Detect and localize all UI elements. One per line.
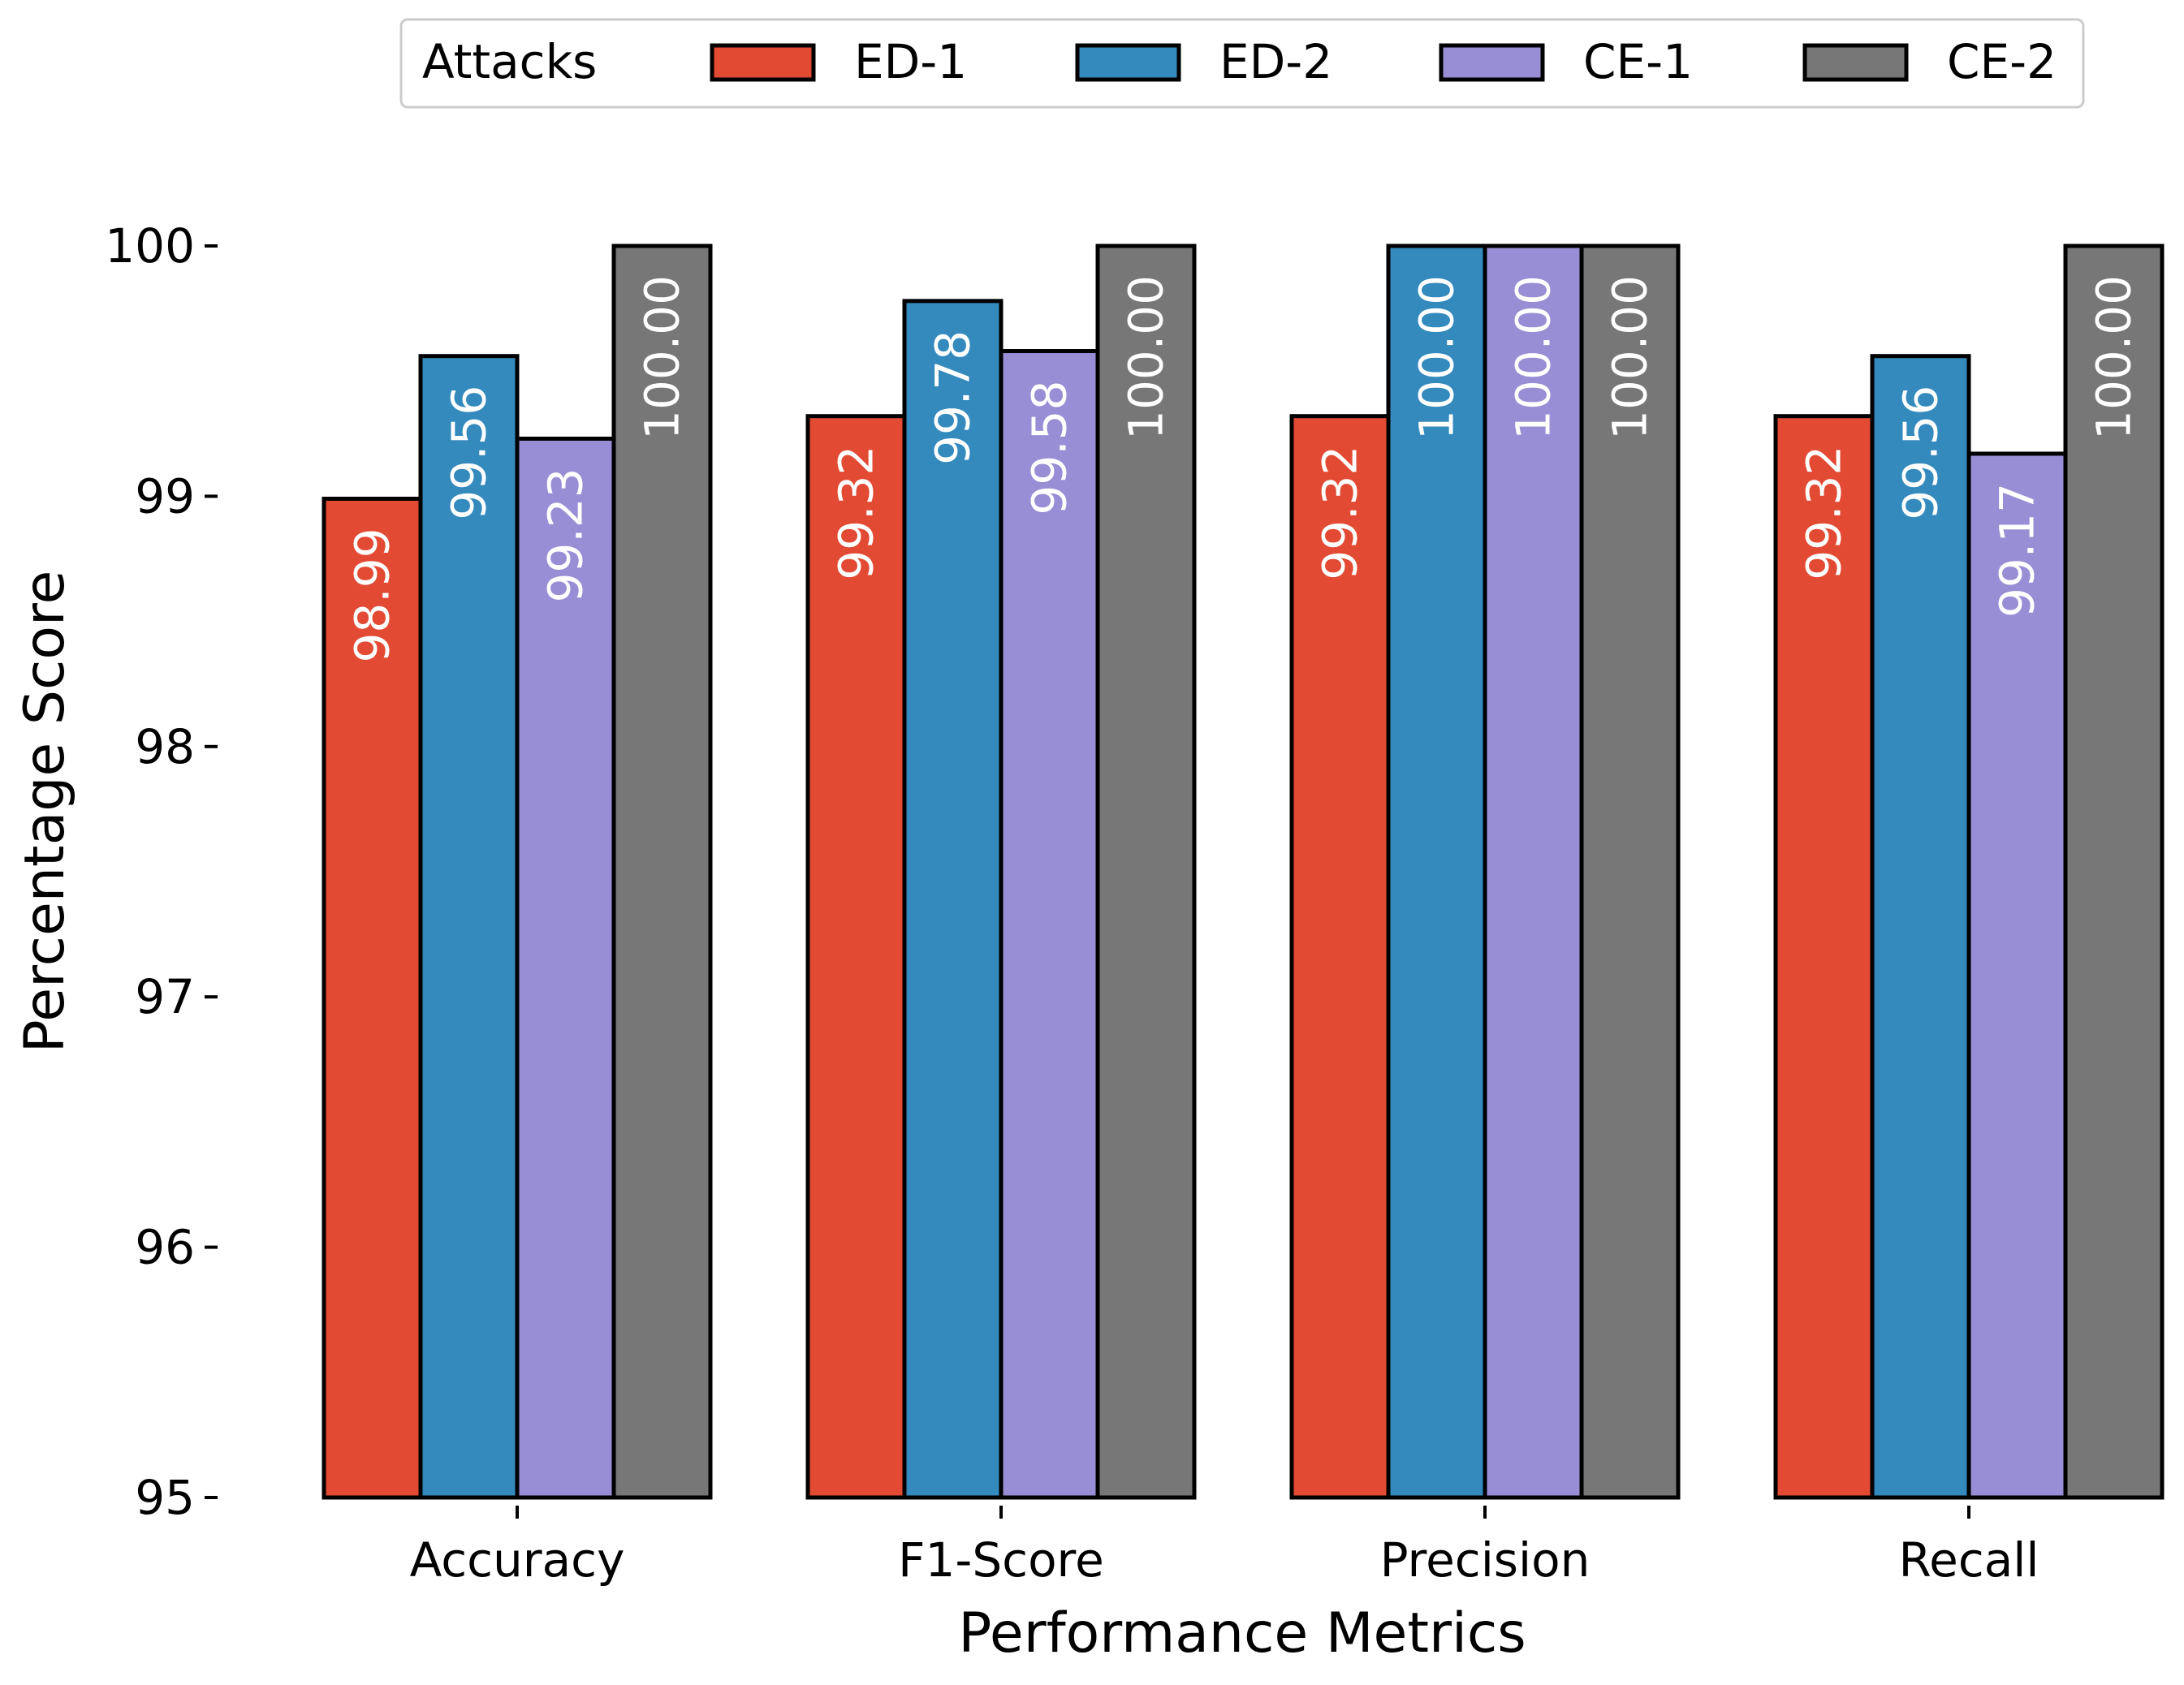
- bar-value-label: 100.00: [1506, 275, 1561, 440]
- bar-value-label: 99.78: [926, 330, 981, 465]
- bar-ed-2-accuracy: [418, 354, 520, 1500]
- x-tick-label-recall: Recall: [1898, 1532, 2039, 1588]
- bar-value-label: 99.56: [442, 386, 497, 520]
- bar-value-label: 100.00: [1409, 275, 1465, 440]
- bar-ed-1-precision: [1289, 414, 1391, 1500]
- bar-ed-2-f1-score: [902, 299, 1004, 1500]
- bar-value-label: 99.17: [1990, 483, 2045, 618]
- legend-swatch-ce-1: [1439, 43, 1545, 82]
- legend-swatch-ed-2: [1075, 43, 1181, 82]
- bar-ce-2-precision: [1579, 243, 1681, 1500]
- bar-value-label: 99.23: [538, 468, 593, 602]
- bar-ce-1-precision: [1483, 243, 1584, 1500]
- y-axis-label: Percentage Score: [13, 571, 77, 1054]
- bar-label-group: 98.99 99.32 99.32 99.32 99.56 99.78 100.00 99.5…: [345, 275, 2142, 663]
- bar-value-label: 100.00: [1603, 275, 1658, 440]
- bar-ce-1-f1-score: [999, 349, 1100, 1500]
- bar-value-label: 99.32: [1313, 446, 1368, 580]
- legend-label-ce-1: CE-1: [1583, 34, 1693, 89]
- bar-value-label: 99.32: [829, 446, 884, 580]
- bar-value-label: 100.00: [1119, 275, 1174, 440]
- legend-swatch-ce-2: [1802, 43, 1909, 82]
- y-tick-label: 100: [105, 218, 195, 274]
- legend-label-ce-2: CE-2: [1947, 34, 2057, 89]
- y-tick-label: 95: [135, 1470, 195, 1525]
- bar-value-label: 99.58: [1022, 381, 1077, 515]
- bar-value-label: 100.00: [635, 275, 690, 440]
- y-tick-label: 97: [135, 969, 195, 1024]
- bar-value-label: 99.32: [1797, 446, 1852, 580]
- legend-title: Attacks: [422, 34, 597, 89]
- bar-group: [322, 243, 2165, 1500]
- legend: Attacks ED-1 ED-2 CE-1 CE-2: [399, 18, 2085, 109]
- x-axis: Accuracy F1-Score Precision Recall: [410, 1506, 2039, 1588]
- y-tick-label: 98: [135, 719, 195, 774]
- bar-ce-2-f1-score: [1095, 243, 1197, 1500]
- legend-label-ed-2: ED-2: [1219, 34, 1332, 89]
- y-axis: 95 96 97 98 99 100: [105, 218, 218, 1525]
- x-tick-label-accuracy: Accuracy: [410, 1532, 625, 1588]
- bar-ce-1-recall: [1966, 451, 2068, 1500]
- bar-value-label: 99.56: [1893, 386, 1949, 520]
- bar-ed-1-recall: [1773, 414, 1875, 1500]
- legend-frame: [399, 18, 2085, 109]
- bar-value-label: 98.99: [345, 528, 400, 662]
- legend-swatch-ed-1: [710, 43, 816, 82]
- y-tick-label: 99: [135, 468, 195, 524]
- bar-ce-1-accuracy: [515, 436, 616, 1500]
- x-tick-label-f1-score: F1-Score: [898, 1532, 1104, 1588]
- bar-ed-1-f1-score: [805, 414, 907, 1500]
- bar-value-label: 100.00: [2087, 275, 2142, 440]
- bar-ce-2-accuracy: [611, 243, 713, 1500]
- bar-ed-1-accuracy: [322, 496, 423, 1500]
- x-tick-label-precision: Precision: [1380, 1532, 1591, 1588]
- x-axis-label: Performance Metrics: [958, 1601, 1526, 1666]
- bar-ed-2-recall: [1870, 354, 1971, 1500]
- bar-ce-2-recall: [2063, 243, 2165, 1500]
- legend-label-ed-1: ED-1: [854, 34, 967, 89]
- y-tick-label: 96: [135, 1220, 195, 1275]
